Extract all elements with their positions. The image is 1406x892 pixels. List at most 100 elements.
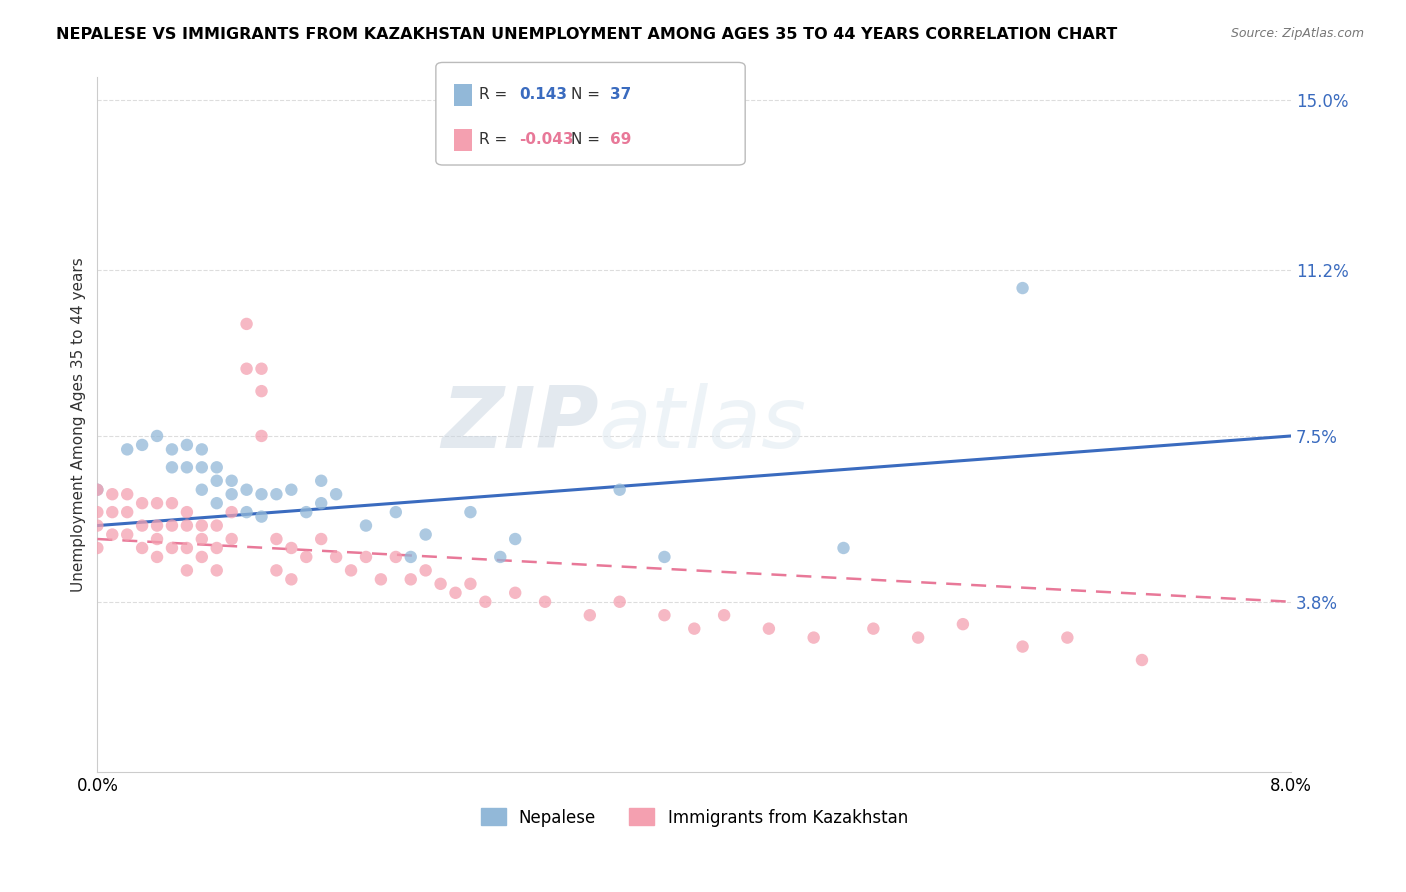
Point [221, 474, 243, 488]
Point [489, 549, 512, 564]
Point [309, 532, 332, 546]
Point [832, 541, 855, 555]
Legend: Nepalese, Immigrants from Kazakhstan: Nepalese, Immigrants from Kazakhstan [474, 802, 915, 833]
Point [221, 487, 243, 501]
Point [758, 622, 780, 636]
Point [221, 505, 243, 519]
Point [266, 487, 288, 501]
Point [146, 429, 169, 443]
Point [115, 442, 138, 457]
Point [146, 549, 169, 564]
Point [131, 438, 153, 452]
Point [250, 384, 273, 398]
Point [474, 595, 496, 609]
Text: ZIP: ZIP [441, 384, 599, 467]
Point [713, 608, 735, 623]
Point [654, 608, 676, 623]
Point [176, 460, 198, 475]
Point [609, 483, 631, 497]
Point [1056, 631, 1078, 645]
Point [399, 549, 422, 564]
Point [354, 518, 377, 533]
Point [205, 518, 228, 533]
Point [280, 483, 302, 497]
Text: N =: N = [571, 87, 605, 103]
Point [250, 487, 273, 501]
Point [325, 487, 347, 501]
Point [205, 460, 228, 475]
Text: 37: 37 [610, 87, 631, 103]
Point [460, 577, 482, 591]
Point [460, 505, 482, 519]
Point [280, 541, 302, 555]
Text: atlas: atlas [599, 384, 807, 467]
Point [176, 563, 198, 577]
Point [280, 572, 302, 586]
Point [131, 496, 153, 510]
Point [1011, 281, 1033, 295]
Point [1130, 653, 1153, 667]
Point [803, 631, 825, 645]
Point [221, 532, 243, 546]
Point [191, 483, 214, 497]
Point [952, 617, 974, 632]
Text: NEPALESE VS IMMIGRANTS FROM KAZAKHSTAN UNEMPLOYMENT AMONG AGES 35 TO 44 YEARS CO: NEPALESE VS IMMIGRANTS FROM KAZAKHSTAN U… [56, 27, 1118, 42]
Point [160, 541, 183, 555]
Point [131, 518, 153, 533]
Text: N =: N = [571, 132, 605, 147]
Text: Source: ZipAtlas.com: Source: ZipAtlas.com [1230, 27, 1364, 40]
Text: R =: R = [479, 132, 513, 147]
Point [160, 518, 183, 533]
Point [191, 460, 214, 475]
Point [415, 563, 437, 577]
Point [86, 483, 108, 497]
Point [1011, 640, 1033, 654]
Point [205, 541, 228, 555]
Point [101, 505, 124, 519]
Point [191, 532, 214, 546]
Point [503, 532, 526, 546]
Point [862, 622, 884, 636]
Point [385, 549, 408, 564]
Point [176, 438, 198, 452]
Point [370, 572, 392, 586]
Point [534, 595, 557, 609]
Point [176, 541, 198, 555]
Point [115, 487, 138, 501]
Point [160, 460, 183, 475]
Point [309, 474, 332, 488]
Point [205, 474, 228, 488]
Point [146, 518, 169, 533]
Point [266, 563, 288, 577]
Point [146, 496, 169, 510]
Point [683, 622, 706, 636]
Point [235, 483, 257, 497]
Point [115, 527, 138, 541]
Point [205, 563, 228, 577]
Point [86, 518, 108, 533]
Point [86, 505, 108, 519]
Point [309, 496, 332, 510]
Point [101, 487, 124, 501]
Point [354, 549, 377, 564]
Point [191, 442, 214, 457]
Text: 0.143: 0.143 [519, 87, 567, 103]
Point [295, 505, 318, 519]
Point [235, 505, 257, 519]
Point [191, 549, 214, 564]
Point [654, 549, 676, 564]
Point [160, 496, 183, 510]
Point [176, 518, 198, 533]
Point [907, 631, 929, 645]
Point [160, 442, 183, 457]
Point [579, 608, 602, 623]
Point [235, 361, 257, 376]
Point [131, 541, 153, 555]
Point [295, 549, 318, 564]
Point [176, 505, 198, 519]
Y-axis label: Unemployment Among Ages 35 to 44 years: Unemployment Among Ages 35 to 44 years [72, 258, 86, 592]
Point [415, 527, 437, 541]
Point [250, 429, 273, 443]
Point [250, 361, 273, 376]
Point [250, 509, 273, 524]
